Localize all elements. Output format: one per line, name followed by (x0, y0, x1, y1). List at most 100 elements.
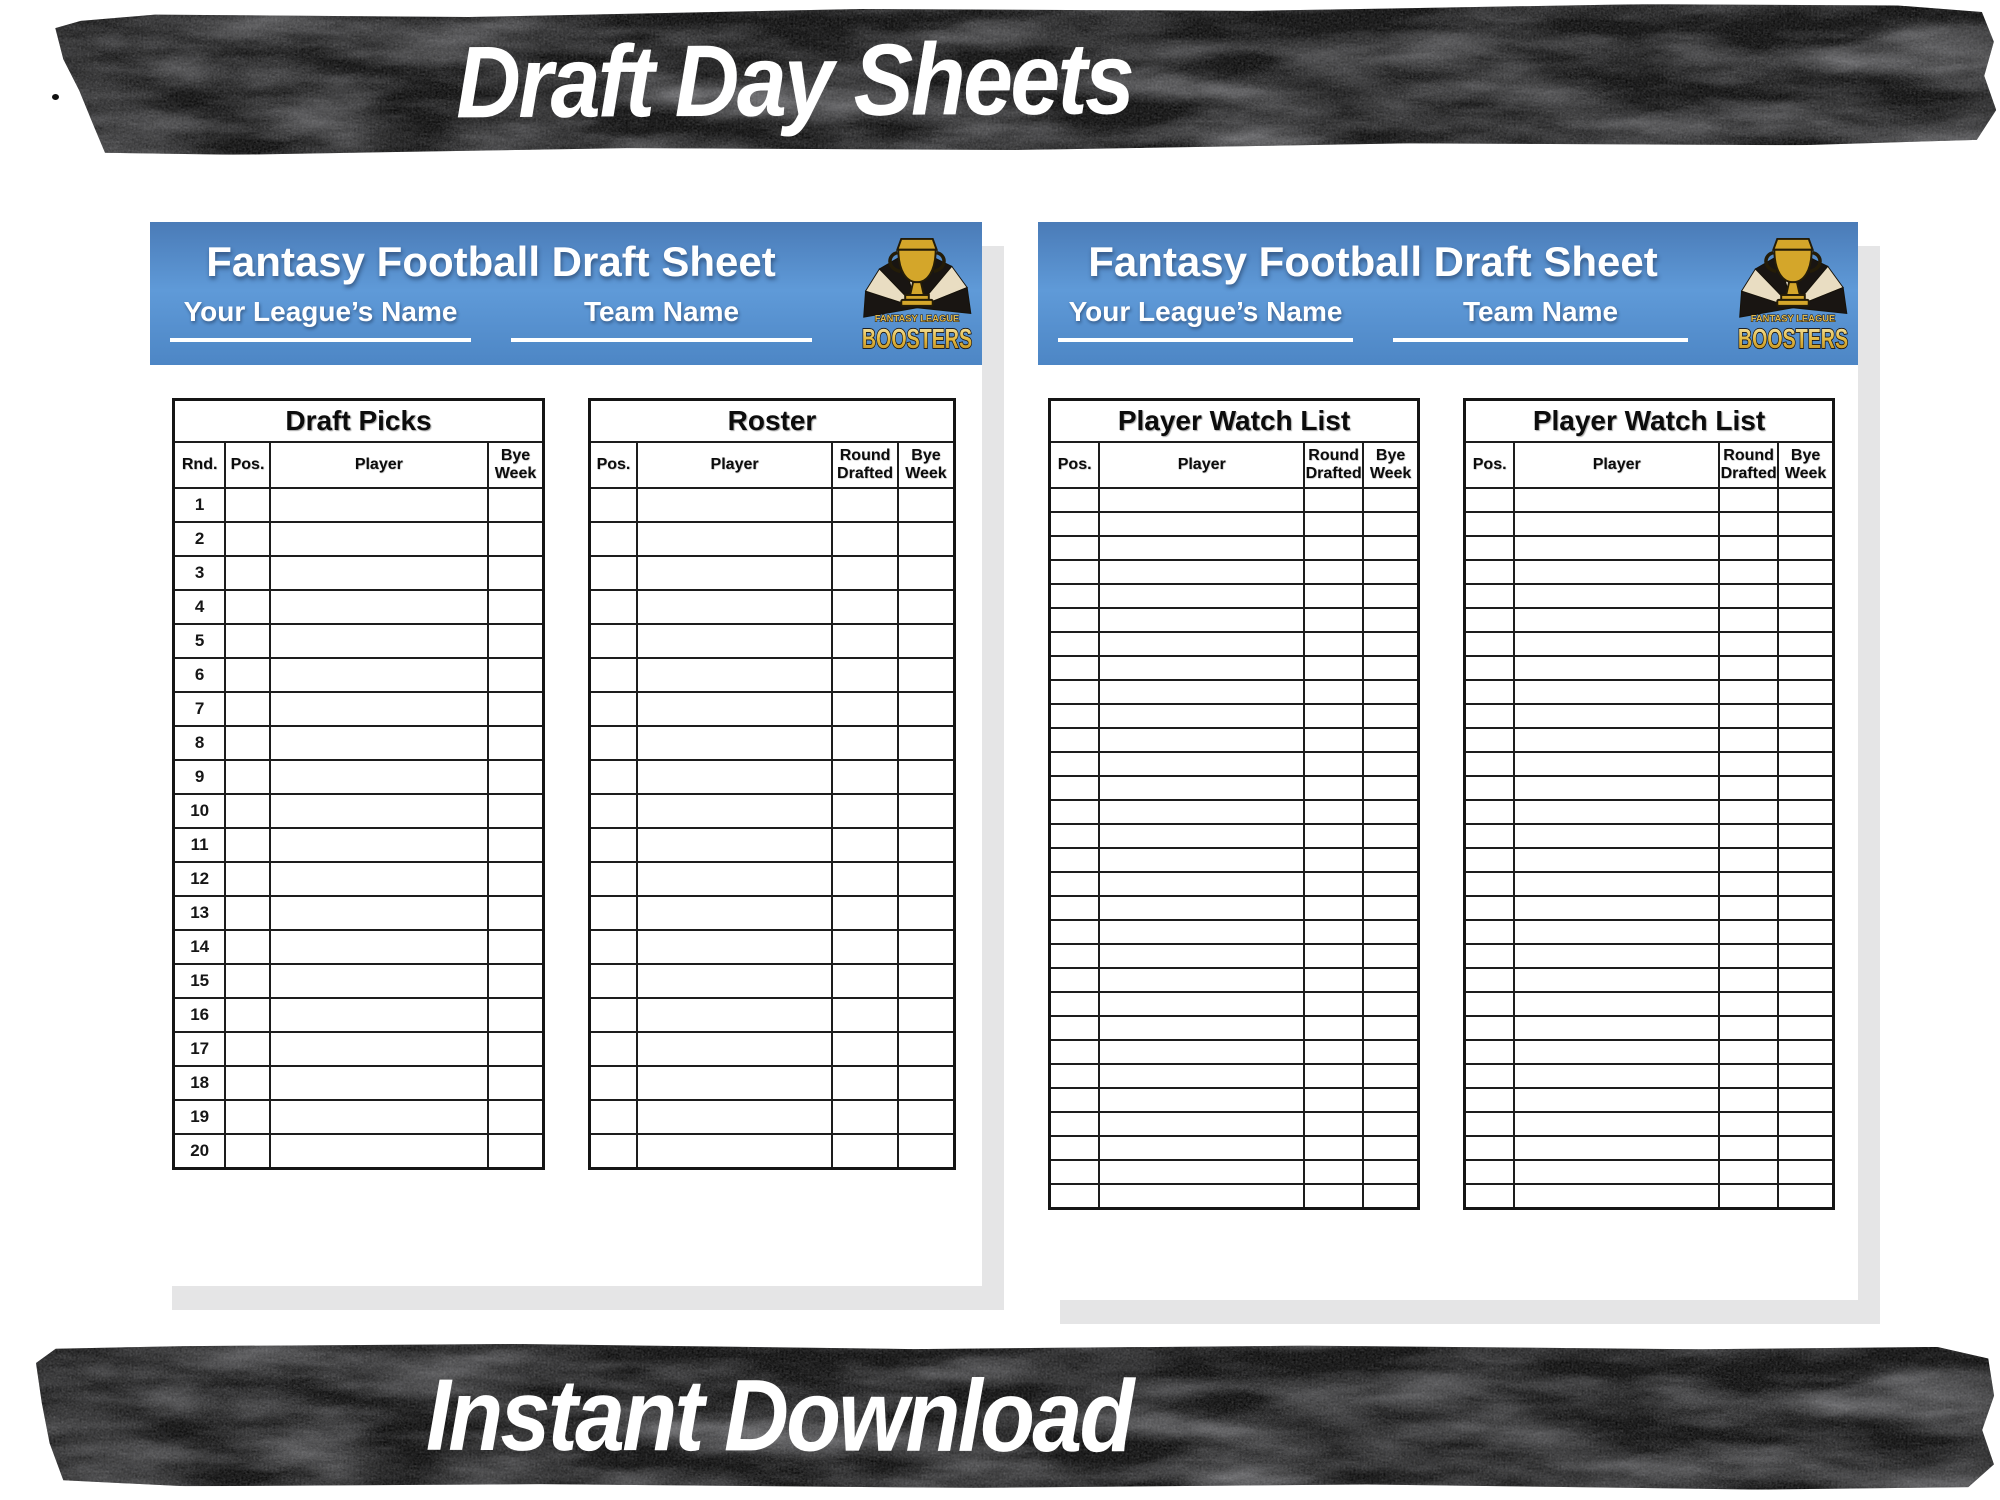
blank-cell (268, 623, 489, 659)
blank-cell (588, 963, 638, 999)
blank-cell (1362, 943, 1420, 969)
blank-cell (1362, 751, 1420, 777)
blank-cell (1777, 967, 1835, 993)
blank-cell (635, 1031, 834, 1067)
blank-cell (1362, 871, 1420, 897)
blank-cell (1098, 967, 1306, 993)
blank-cell (1362, 583, 1420, 609)
blank-cell (486, 963, 545, 999)
blank-cell (1098, 1111, 1306, 1137)
table-row: 1 (172, 487, 545, 523)
tape-texture (38, 2, 1997, 156)
table-row (588, 1099, 956, 1135)
blank-cell (1303, 871, 1365, 897)
blank-cell (486, 521, 545, 557)
table-row (1048, 967, 1420, 993)
blank-cell (588, 521, 638, 557)
blank-cell (1303, 943, 1365, 969)
blank-cell (1303, 1087, 1365, 1113)
blank-cell (1303, 1111, 1365, 1137)
row-number-cell: 5 (172, 623, 227, 659)
blank-cell (831, 623, 899, 659)
team-name-label: Team Name (1462, 296, 1619, 327)
blank-cell (1362, 1063, 1420, 1089)
blank-cell (1718, 487, 1780, 513)
blank-cell (1718, 1063, 1780, 1089)
blank-cell (1463, 967, 1516, 993)
row-number-cell: 20 (172, 1133, 227, 1170)
blank-cell (635, 759, 834, 795)
blank-cell (1513, 1159, 1721, 1185)
blank-cell (268, 793, 489, 829)
blank-cell (1513, 703, 1721, 729)
blank-cell (224, 895, 271, 931)
blank-cell (1048, 1183, 1101, 1210)
blank-cell (1777, 871, 1835, 897)
blank-cell (268, 555, 489, 591)
blank-cell (1362, 1111, 1420, 1137)
blank-cell (1718, 799, 1780, 825)
blank-cell (635, 861, 834, 897)
blank-cell (1513, 583, 1721, 609)
table-row (588, 861, 956, 897)
blank-cell (635, 827, 834, 863)
blank-cell (1513, 751, 1721, 777)
blank-cell (896, 521, 956, 557)
column-header: Round Drafted (831, 441, 899, 489)
table-row (1048, 847, 1420, 873)
table-row (588, 759, 956, 795)
blank-cell (1098, 487, 1306, 513)
blank-cell (1048, 847, 1101, 873)
blank-cell (1048, 703, 1101, 729)
row-number-cell: 1 (172, 487, 227, 523)
blank-cell (224, 861, 271, 897)
table-row (1048, 583, 1420, 609)
blank-cell (635, 521, 834, 557)
table-row (1048, 991, 1420, 1017)
blank-cell (1098, 823, 1306, 849)
blank-cell (831, 759, 899, 795)
blank-cell (1777, 487, 1835, 513)
blank-cell (588, 657, 638, 693)
blank-cell (831, 589, 899, 625)
column-header: Bye Week (1777, 441, 1835, 489)
table-row (1463, 799, 1835, 825)
blank-cell (1463, 1039, 1516, 1065)
blank-cell (1048, 823, 1101, 849)
table-row (588, 827, 956, 863)
blank-cell (1048, 1087, 1101, 1113)
blank-cell (1513, 1039, 1721, 1065)
blank-cell (1303, 1015, 1365, 1041)
column-header: Pos. (1048, 441, 1101, 489)
blank-cell (588, 487, 638, 523)
blank-cell (224, 691, 271, 727)
blank-cell (896, 1065, 956, 1101)
blank-cell (896, 827, 956, 863)
table-row (1463, 559, 1835, 585)
blank-cell (1513, 991, 1721, 1017)
ink-speck (52, 94, 59, 100)
blank-cell (1718, 655, 1780, 681)
row-number-cell: 4 (172, 589, 227, 625)
blank-cell (1362, 967, 1420, 993)
league-name-field: Your League’s Name (150, 296, 491, 342)
blank-cell (1098, 655, 1306, 681)
row-number-cell: 2 (172, 521, 227, 557)
blank-cell (1098, 1135, 1306, 1161)
table-title: Player Watch List (1463, 398, 1835, 443)
blank-cell (588, 1099, 638, 1135)
blank-cell (1513, 895, 1721, 921)
blank-cell (588, 1133, 638, 1170)
table-row: 3 (172, 555, 545, 591)
blank-cell (1463, 1135, 1516, 1161)
blank-cell (635, 691, 834, 727)
blank-cell (635, 963, 834, 999)
column-header: Player (1098, 441, 1306, 489)
blank-cell (635, 657, 834, 693)
blank-cell (1098, 607, 1306, 633)
table-row: 5 (172, 623, 545, 659)
blank-cell (224, 827, 271, 863)
blank-cell (1463, 679, 1516, 705)
blank-cell (1303, 607, 1365, 633)
blank-cell (486, 589, 545, 625)
